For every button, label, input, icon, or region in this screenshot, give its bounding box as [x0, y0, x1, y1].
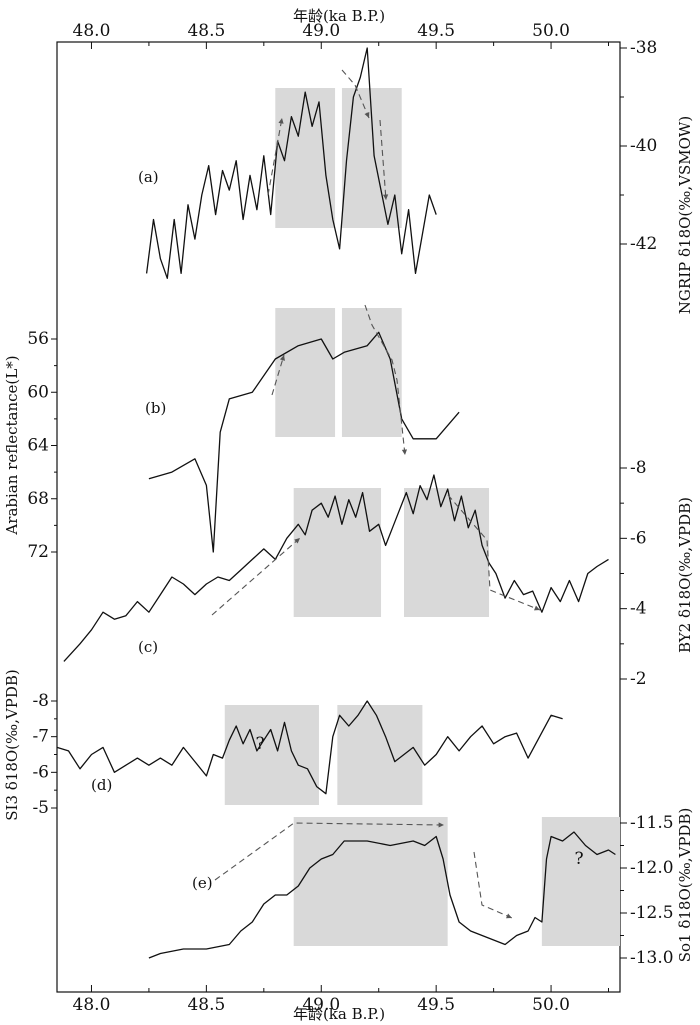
trend-arrowhead	[279, 355, 285, 361]
trend-arrowhead	[278, 118, 284, 124]
trend-arrowhead	[506, 913, 512, 919]
so1-axis-tick-label: -13.0	[630, 948, 674, 968]
arabian-axis-title: Arabian reflectance(L*)	[3, 355, 21, 535]
bottom-axis-tick-label: 50.0	[532, 995, 570, 1015]
trend-arrowhead	[534, 605, 540, 611]
si3-axis-tick-label: -8	[32, 691, 49, 711]
by2-axis-tick-label: -2	[630, 669, 647, 689]
si3-axis-tick-label: -6	[32, 762, 49, 782]
top-axis: 48.0 48.5 49.0 49.5 50.0	[73, 21, 610, 49]
arabian-axis-tick-label: 68	[27, 489, 49, 509]
si3-axis-title: SI3 δ18O(‰,VPDB)	[3, 669, 21, 821]
question-mark-annotation: ?	[255, 734, 264, 754]
top-axis-tick-label: 49.0	[302, 21, 340, 41]
panel-label-c: (c)	[138, 638, 158, 656]
trend-arrowhead	[294, 538, 300, 544]
so1-axis-tick-label: -12.5	[630, 903, 674, 923]
so1-axis-title: So1 δ18O(‰,VPDB)	[676, 808, 694, 963]
ngrip-axis-title: NGRIP δ18O(‰,VSMOW)	[676, 116, 694, 314]
panel-label-e: (e)	[192, 874, 213, 892]
trend-arrow	[447, 494, 541, 611]
panel-label-d: (d)	[91, 776, 112, 794]
bottom-axis-tick-label: 49.5	[417, 995, 455, 1015]
shaded-interval	[337, 705, 423, 805]
si3-axis-tick-label: -5	[32, 798, 49, 818]
arabian-axis-tick-label: 56	[27, 329, 49, 349]
shaded-interval	[403, 488, 490, 617]
by2-axis-tick-label: -4	[630, 599, 647, 619]
trend-arrow	[267, 117, 283, 196]
trend-arrowhead	[364, 112, 370, 118]
shaded-interval	[341, 308, 402, 437]
trend-arrow	[271, 354, 285, 396]
shaded-interval	[224, 705, 319, 805]
y-axes: -38 -40 -42 56 60 64 68 72 -8 -6 -4 -2 -8 -7 -6 -5 -11.5…	[27, 38, 673, 968]
series-line	[56, 700, 563, 795]
bottom-axis-tick-label: 48.0	[73, 995, 111, 1015]
bottom-axis-title: 年龄(ka B.P.)	[293, 1005, 385, 1023]
ngrip-axis-tick-label: -40	[630, 136, 657, 156]
trend-arrowhead	[401, 449, 408, 455]
arabian-axis-tick-label: 64	[27, 436, 49, 456]
arabian-axis-tick-label: 60	[27, 382, 49, 402]
trend-arrow	[341, 69, 370, 119]
si3-axis-tick-label: -7	[32, 727, 49, 747]
trend-arrow	[214, 822, 445, 881]
shaded-interval	[341, 88, 402, 228]
panel-label-b: (b)	[145, 399, 166, 417]
top-axis-tick-label: 48.0	[73, 21, 111, 41]
top-axis-tick-label: 49.5	[417, 21, 455, 41]
bottom-axis-tick-label: 48.5	[187, 995, 225, 1015]
trend-arrows	[211, 69, 541, 919]
arabian-axis-tick-label: 72	[27, 542, 49, 562]
shaded-interval	[293, 817, 448, 946]
ngrip-axis-tick-label: -42	[630, 234, 657, 254]
so1-axis-tick-label: -11.5	[630, 813, 674, 833]
trend-arrow	[211, 537, 301, 616]
so1-axis-tick-label: -12.0	[630, 858, 674, 878]
top-axis-tick-label: 50.0	[532, 21, 570, 41]
shaded-interval	[293, 488, 382, 617]
shaded-interval	[541, 817, 620, 946]
bottom-axis: 48.0 48.5 49.0 49.5 50.0	[73, 985, 610, 1015]
trend-arrow	[379, 119, 387, 201]
series-line	[63, 474, 609, 662]
top-axis-tick-label: 48.5	[187, 21, 225, 41]
by2-axis-tick-label: -8	[630, 458, 647, 478]
shaded-interval	[275, 308, 336, 437]
shaded-intervals	[224, 88, 620, 946]
series-line	[145, 47, 437, 279]
question-mark-annotation: ?	[574, 849, 583, 869]
trend-arrow	[473, 851, 513, 919]
ngrip-axis-tick-label: -38	[630, 38, 657, 58]
series-line	[148, 831, 616, 959]
trend-arrowhead	[438, 822, 444, 828]
panel-label-a: (a)	[138, 168, 159, 186]
plot-frame	[56, 41, 621, 993]
trend-arrowhead	[382, 194, 389, 200]
top-axis-title: 年龄(ka B.P.)	[293, 7, 385, 25]
by2-axis-tick-label: -6	[630, 528, 647, 548]
trend-arrow	[364, 304, 406, 456]
by2-axis-title: BY2 δ18O(‰,VPDB)	[676, 497, 694, 653]
bottom-axis-tick-label: 49.0	[302, 995, 340, 1015]
